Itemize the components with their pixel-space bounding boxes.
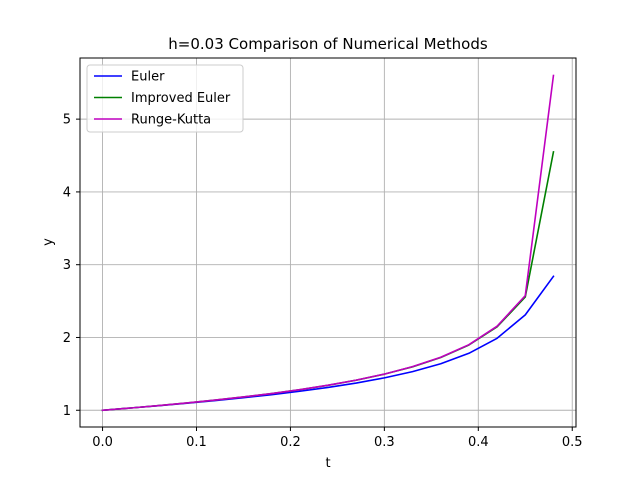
y-tick-label: 5 [63, 113, 71, 128]
x-tick-label: 0.3 [374, 435, 395, 450]
legend-box [86, 64, 244, 133]
chart-title: h=0.03 Comparison of Numerical Methods [168, 35, 488, 53]
x-tick-label: 0.5 [562, 435, 583, 450]
series-line-runge-kutta [101, 74, 555, 412]
legend-label-improved-euler: Improved Euler [131, 91, 231, 106]
y-tick-label: 3 [63, 258, 71, 273]
x-tick-label: 0.2 [280, 435, 301, 450]
legend-label-runge-kutta: Runge-Kutta [131, 113, 211, 128]
x-axis-label: t [325, 456, 330, 471]
legend-label-euler: Euler [131, 70, 165, 85]
plot-frame [79, 57, 577, 428]
x-tick-label: 0.0 [92, 435, 113, 450]
y-axis-label: y [41, 238, 56, 246]
series-layer [101, 74, 555, 412]
y-tick-label: 4 [63, 185, 71, 200]
series-line-improved-euler [101, 150, 555, 412]
y-tick-label: 2 [63, 331, 71, 346]
tick-layer: 0.0 0.1 0.2 0.3 0.4 0.5 1 2 3 4 5 [63, 113, 583, 450]
y-tick-label: 1 [63, 404, 71, 419]
x-tick-label: 0.1 [186, 435, 207, 450]
legend: Euler Improved Euler Runge-Kutta [86, 64, 244, 133]
x-tick-label: 0.4 [468, 435, 489, 450]
series-line-euler [101, 275, 555, 412]
